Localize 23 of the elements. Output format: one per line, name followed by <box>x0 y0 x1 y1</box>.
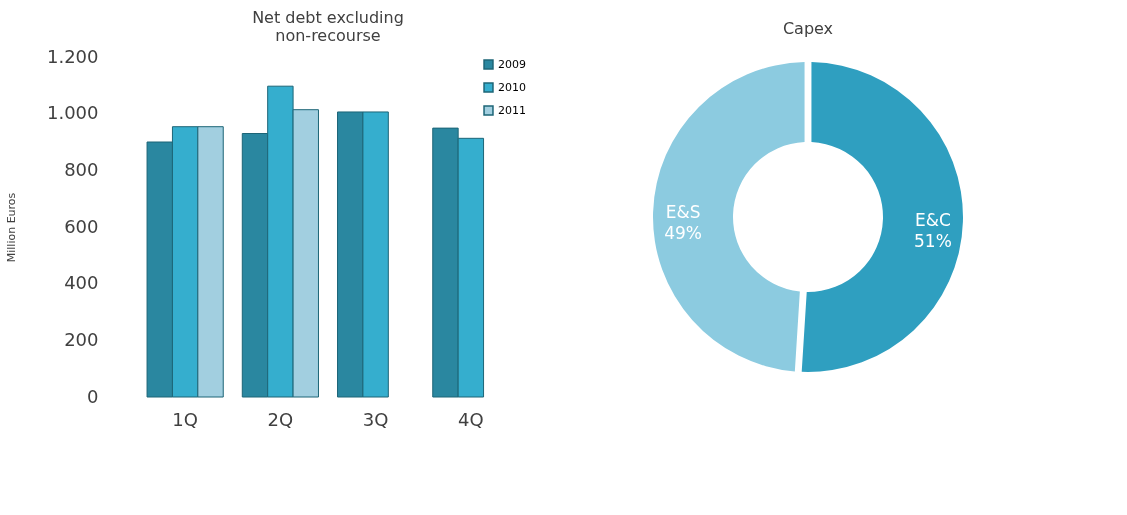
y-tick-label: 1.000 <box>46 102 99 124</box>
x-tick-label: 2Q <box>267 408 294 430</box>
x-tick-label: 1Q <box>172 408 198 430</box>
y-tick-label: 600 <box>64 215 99 237</box>
y-axis-title: Million Euros <box>4 192 18 263</box>
slice-label: E&S <box>665 202 701 223</box>
chart-title: Net debt excluding non-recourse <box>252 8 404 45</box>
legend-label: 2010 <box>498 80 526 94</box>
legend-label: 2009 <box>498 57 526 71</box>
chart-title: Capex <box>782 19 834 38</box>
x-tick-label: 3Q <box>362 408 389 430</box>
y-tick-label: 200 <box>64 328 99 350</box>
y-tick-label: 1.200 <box>46 45 99 67</box>
data-label: 49% <box>664 223 702 244</box>
legend-label: 2011 <box>498 103 526 117</box>
slice-label: E&C <box>915 209 951 230</box>
donut-slice <box>653 62 805 372</box>
y-tick-label: 400 <box>64 272 99 294</box>
donut-slice <box>801 62 963 372</box>
x-tick-label: 4Q <box>458 408 484 430</box>
y-tick-label: 0 <box>87 385 99 407</box>
data-label: 51% <box>914 230 952 251</box>
y-tick-label: 800 <box>64 158 99 180</box>
